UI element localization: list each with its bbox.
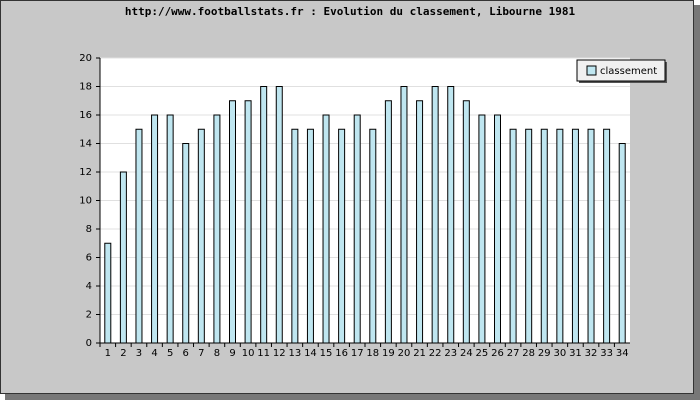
- legend-box: [576, 59, 666, 82]
- x-tick-label: 1: [105, 348, 111, 359]
- bar: [447, 86, 455, 344]
- x-tick-label: 29: [538, 348, 551, 359]
- x-tick-label: 7: [198, 348, 204, 359]
- y-tick-label: 2: [86, 310, 92, 321]
- bar: [135, 128, 143, 344]
- x-tick-label: 19: [382, 348, 395, 359]
- x-tick-label: 9: [229, 348, 235, 359]
- bar: [571, 128, 579, 344]
- bar: [478, 114, 486, 344]
- bar: [462, 100, 470, 344]
- x-tick-label: 11: [257, 348, 270, 359]
- x-tick-label: 15: [320, 348, 333, 359]
- x-tick-label: 26: [491, 348, 504, 359]
- x-tick-label: 21: [413, 348, 426, 359]
- bar: [509, 128, 517, 344]
- bar: [540, 128, 548, 344]
- bar: [587, 128, 595, 344]
- bar: [525, 128, 533, 344]
- x-tick-label: 34: [616, 348, 629, 359]
- x-tick-label: 28: [522, 348, 535, 359]
- bar: [384, 100, 392, 344]
- x-tick-label: 3: [136, 348, 142, 359]
- x-tick-label: 10: [242, 348, 255, 359]
- x-tick-label: 2: [120, 348, 126, 359]
- bar: [119, 171, 127, 344]
- bar: [400, 86, 408, 344]
- x-tick-label: 17: [351, 348, 364, 359]
- x-tick-label: 14: [304, 348, 317, 359]
- bar: [260, 86, 268, 344]
- bar: [338, 128, 346, 344]
- bar: [618, 143, 626, 344]
- x-tick-label: 25: [476, 348, 489, 359]
- bar: [151, 114, 159, 344]
- bar: [556, 128, 564, 344]
- x-tick-label: 13: [288, 348, 301, 359]
- y-tick-label: 20: [79, 53, 92, 64]
- x-tick-label: 32: [585, 348, 598, 359]
- bar: [104, 242, 112, 344]
- x-tick-label: 23: [444, 348, 457, 359]
- bar: [416, 100, 424, 344]
- x-tick-label: 12: [273, 348, 286, 359]
- bar: [353, 114, 361, 344]
- bar: [275, 86, 283, 344]
- y-tick-label: 0: [86, 338, 92, 349]
- bar: [229, 100, 236, 344]
- y-tick-label: 8: [86, 224, 92, 235]
- bar: [291, 128, 299, 344]
- y-tick-label: 4: [86, 281, 92, 292]
- y-tick-label: 14: [79, 139, 92, 150]
- x-tick-label: 24: [460, 348, 473, 359]
- bar: [197, 128, 205, 344]
- x-tick-label: 22: [429, 348, 442, 359]
- bar: [244, 100, 252, 344]
- y-tick-label: 18: [79, 82, 92, 93]
- y-tick-label: 16: [79, 110, 92, 121]
- legend-swatch: [586, 65, 597, 76]
- y-tick-label: 12: [79, 167, 92, 178]
- bar: [431, 86, 439, 344]
- bar: [494, 114, 501, 344]
- bar: [166, 114, 174, 344]
- y-tick-label: 10: [79, 196, 92, 207]
- x-tick-label: 31: [569, 348, 582, 359]
- chart-title: http://www.footballstats.fr : Evolution …: [125, 5, 576, 18]
- x-tick-label: 8: [214, 348, 220, 359]
- x-tick-label: 18: [366, 348, 379, 359]
- bar: [603, 128, 611, 344]
- x-tick-label: 20: [398, 348, 411, 359]
- x-tick-label: 33: [600, 348, 613, 359]
- x-tick-label: 4: [151, 348, 157, 359]
- x-tick-label: 6: [183, 348, 189, 359]
- bar: [369, 128, 377, 344]
- y-tick-label: 6: [86, 253, 92, 264]
- bar: [322, 114, 330, 344]
- bar: [306, 128, 314, 344]
- legend-label: classement: [600, 66, 657, 77]
- x-tick-label: 30: [553, 348, 566, 359]
- x-tick-label: 27: [507, 348, 520, 359]
- bar: [182, 143, 190, 344]
- x-tick-label: 5: [167, 348, 173, 359]
- bar: [213, 114, 221, 344]
- x-tick-label: 16: [335, 348, 348, 359]
